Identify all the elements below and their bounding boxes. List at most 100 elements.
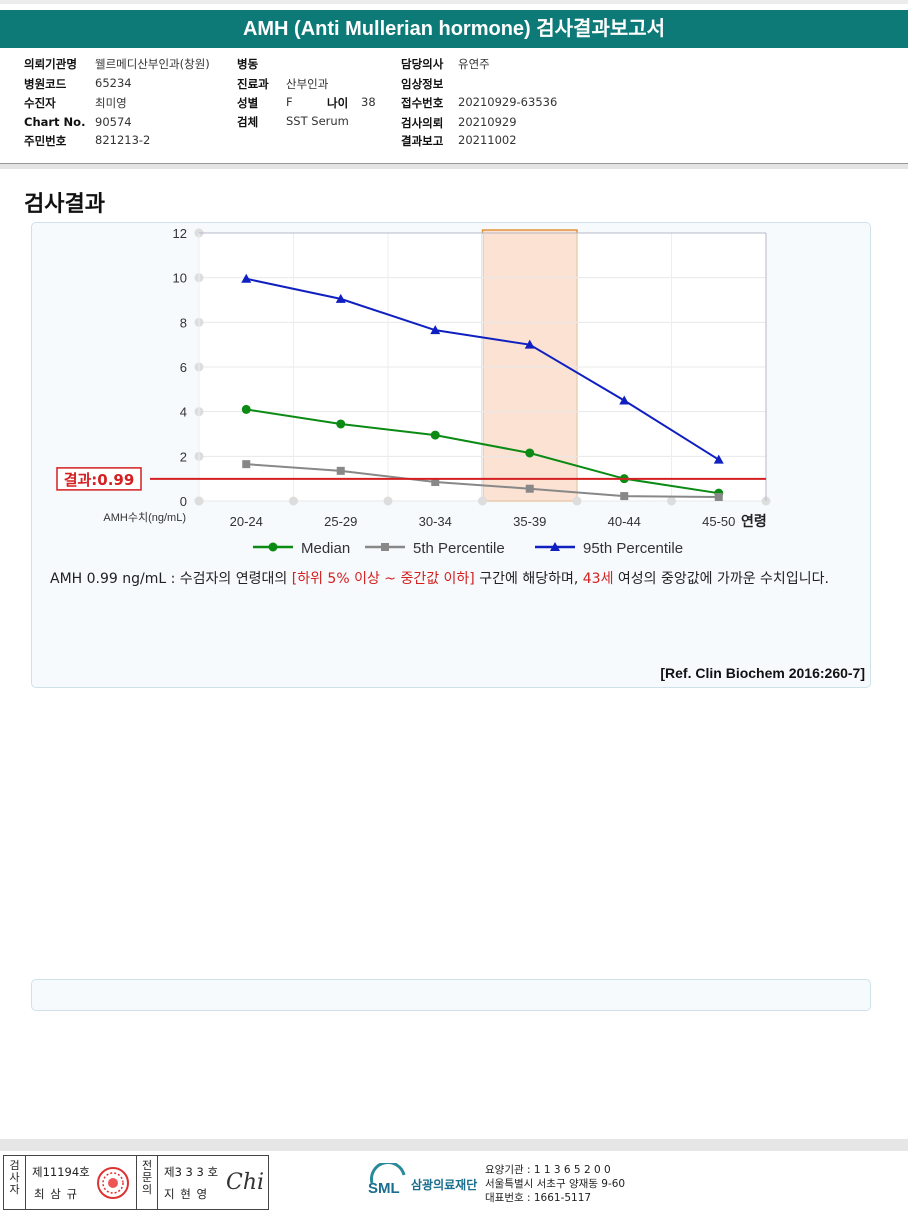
y-tick-label: 0 <box>180 494 187 509</box>
marker-5th-percentile <box>431 478 440 487</box>
report-date-value: 20211002 <box>458 133 517 147</box>
doctor-value: 유연주 <box>458 57 490 71</box>
doctor-label: 담당의사 <box>401 57 444 71</box>
sml-logo-text: SML <box>368 1180 400 1197</box>
divider <box>0 163 908 164</box>
sex-value: F <box>286 95 293 109</box>
marker-median <box>430 430 440 440</box>
interpretation-range: [하위 5% 이상 ~ 중간값 이하] <box>291 571 475 587</box>
report-title: AMH (Anti Mullerian hormone) 검사결과보고서 <box>0 10 908 48</box>
marker-95th-percentile <box>619 395 630 405</box>
marker-95th-percentile <box>335 293 346 303</box>
hospital-code-label: 병원코드 <box>24 77 67 91</box>
specialist-label-text: 전문의 <box>141 1159 153 1196</box>
empty-panel <box>31 979 871 1011</box>
result-label-box <box>56 467 142 491</box>
marker-95th-percentile <box>524 339 535 349</box>
marker-95th-percentile <box>713 454 724 464</box>
x-tick-label: 25-29 <box>324 514 357 529</box>
marker-95th-percentile <box>550 542 560 551</box>
marker-5th-percentile <box>620 492 629 501</box>
specialist-name: 지 현 영 <box>164 1187 209 1201</box>
x-tick-dot <box>478 496 487 506</box>
sml-logo: SML <box>368 1163 406 1197</box>
amh-chart: 0 2 4 6 8 10 12 20-24 25-29 30-34 35-39 40-44 45-50 연… <box>56 226 771 557</box>
dept-label: 진료과 <box>237 77 269 91</box>
patient-value: 최미영 <box>95 96 127 110</box>
id-value: 821213-2 <box>95 133 151 147</box>
y-tick-label: 10 <box>173 271 187 286</box>
inspector-label: 검사자 <box>4 1156 26 1209</box>
request-label: 검사의뢰 <box>401 116 444 130</box>
x-tick-dot <box>289 496 298 506</box>
institution-label: 의뢰기관명 <box>24 57 77 71</box>
age-label: 나이 <box>327 96 349 110</box>
footer-band <box>0 1139 908 1151</box>
interpretation-suffix: 여성의 중앙값에 가까운 수치입니다. <box>613 571 829 587</box>
marker-5th-percentile <box>336 466 345 475</box>
marker-95th-percentile <box>430 325 441 335</box>
x-tick-label: 45-50 <box>702 514 735 529</box>
x-tick-label: 40-44 <box>608 514 641 529</box>
specialist-number: 제3 3 3 호 <box>164 1165 219 1179</box>
seal-icon <box>97 1167 129 1199</box>
org-phone: 대표번호 : 1661-5117 <box>485 1192 592 1204</box>
org-info: 요양기관 : 1 1 3 6 5 2 0 0 서울특별시 서초구 양재동 9-6… <box>485 1163 625 1205</box>
marker-5th-percentile <box>242 460 251 469</box>
id-label: 주민번호 <box>24 134 67 148</box>
marker-5th-percentile <box>525 484 534 493</box>
chart-no-label: Chart No. <box>24 115 86 129</box>
marker-median <box>268 542 278 552</box>
marker-median <box>241 404 251 414</box>
marker-95th-percentile <box>241 273 252 283</box>
specimen-label: 검체 <box>237 115 259 129</box>
y-tick-label: 4 <box>180 405 187 420</box>
org-code: 요양기관 : 1 1 3 6 5 2 0 0 <box>485 1164 611 1176</box>
dept-value: 산부인과 <box>286 77 329 91</box>
legend-label: 95th Percentile <box>583 540 683 557</box>
request-value: 20210929 <box>458 115 517 129</box>
foundation-name: 삼광의료재단 <box>411 1178 478 1192</box>
section-title: 검사결과 <box>24 192 105 217</box>
x-axis-label: 연령 <box>741 514 767 530</box>
marker-median <box>336 419 346 429</box>
series-line-median <box>246 408 719 495</box>
marker-median <box>525 448 535 458</box>
y-tick-label: 8 <box>180 315 187 330</box>
marker-5th-percentile <box>381 543 389 551</box>
ward-label: 병동 <box>237 57 259 71</box>
sex-label: 성별 <box>237 96 259 110</box>
result-label: 결과:0.99 <box>64 471 135 489</box>
y-tick-label: 12 <box>173 226 187 241</box>
age-value: 38 <box>361 95 376 109</box>
patient-info: 의뢰기관명 웰르메디산부인과(창원) 병동 담당의사 유연주 병원코드 6523… <box>24 56 884 156</box>
specimen-value: SST Serum <box>286 114 349 128</box>
inspector-number: 제11194호 <box>32 1165 90 1179</box>
series-line-95th-percentile <box>246 277 720 461</box>
specialist-label: 전문의 <box>136 1156 158 1209</box>
top-border <box>0 0 908 4</box>
interpretation-text: AMH 0.99 ng/mL : 수검자의 연령대의 [하위 5% 이상 ~ 중… <box>50 568 865 591</box>
signature: Chi <box>226 1170 265 1195</box>
series-line-5th-percentile <box>246 463 719 498</box>
x-tick-label: 30-34 <box>419 514 452 529</box>
y-tick-label: 2 <box>180 449 187 464</box>
x-tick-dot <box>194 496 204 506</box>
chart-no-value: 90574 <box>95 115 132 129</box>
divider-band <box>0 164 908 169</box>
x-tick-label: 35-39 <box>513 514 546 529</box>
org-address: 서울특별시 서초구 양재동 9-60 <box>485 1178 626 1190</box>
receipt-label: 접수번호 <box>401 96 444 110</box>
legend-label: Median <box>301 540 350 557</box>
marker-5th-percentile <box>714 492 723 501</box>
inspector-name: 최 삼 규 <box>34 1187 79 1201</box>
clinical-label: 임상정보 <box>401 77 444 91</box>
report-date-label: 결과보고 <box>401 134 444 148</box>
y-tick-label: 6 <box>180 360 187 375</box>
signature-box: 검사자 제11194호 최 삼 규 전문의 제3 3 3 호 지 현 영 Chi <box>3 1155 269 1210</box>
x-tick-dot <box>572 496 582 506</box>
reference: [Ref. Clin Biochem 2016:260-7] <box>660 665 865 681</box>
interpretation-middle: 구간에 해당하며, <box>474 571 583 587</box>
x-tick-label: 20-24 <box>230 514 263 529</box>
patient-label: 수진자 <box>24 96 56 110</box>
